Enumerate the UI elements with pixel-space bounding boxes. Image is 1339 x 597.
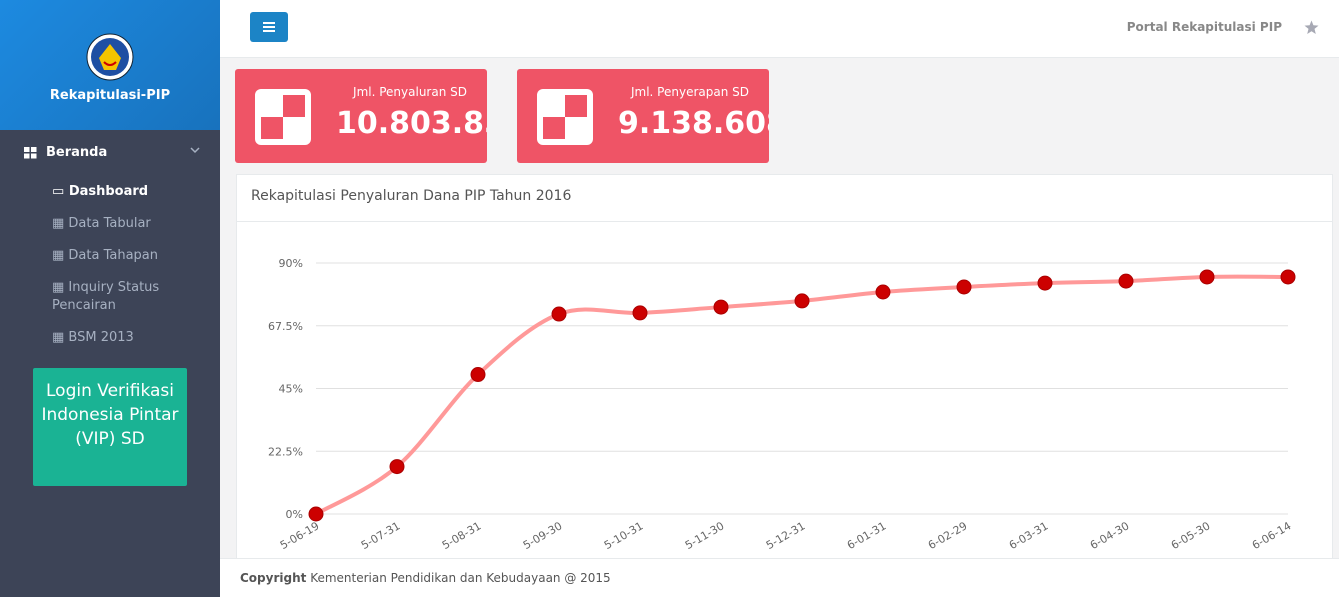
data-point: [389, 459, 405, 475]
brand-header: Rekapitulasi-PIP: [0, 0, 220, 130]
data-point: [713, 299, 729, 315]
footer: Copyright Kementerian Pendidikan dan Keb…: [220, 558, 1339, 597]
footer-text: Kementerian Pendidikan dan Kebudayaan @ …: [310, 571, 611, 585]
card-icon: [537, 89, 593, 145]
label: Data Tabular: [68, 216, 151, 231]
data-point: [551, 306, 567, 322]
sidebar: Rekapitulasi-PIP Beranda ▭ Dashboard ▦ D…: [0, 0, 220, 597]
data-point: [470, 367, 486, 383]
x-tick-label: 6-06-14: [1250, 519, 1294, 552]
menu-item[interactable]: ▭ Dashboard: [52, 183, 202, 201]
data-point: [1199, 269, 1215, 285]
y-tick-label: 22.5%: [268, 445, 303, 458]
menu-item[interactable]: ▦ Data Tabular: [52, 215, 202, 233]
x-tick-label: 6-02-29: [926, 519, 970, 552]
panel-divider: [236, 221, 1333, 222]
data-point: [1118, 273, 1134, 289]
navbar-title[interactable]: Portal Rekapitulasi PIP: [1126, 20, 1282, 34]
x-tick-label: 6-05-30: [1169, 519, 1213, 552]
icon: ▦: [52, 280, 69, 295]
menu-item[interactable]: ▦ Data Tahapan: [52, 247, 202, 265]
hamburger-icon: [263, 22, 275, 32]
data-point: [1037, 275, 1053, 291]
x-tick-label: 6-01-31: [845, 519, 889, 552]
menu-item[interactable]: ▦ Inquiry Status Pencairan: [52, 279, 202, 315]
menu-toggle[interactable]: [250, 12, 288, 42]
series-line: [314, 274, 1289, 516]
chevron: [190, 147, 200, 154]
icon: ▭: [52, 184, 69, 199]
stat-card: Jml. Penyaluran SD 10.803.852: [235, 69, 487, 163]
data-point: [794, 293, 810, 309]
x-tick-label: 5-10-31: [602, 519, 646, 552]
x-tick-label: 5-08-31: [440, 519, 484, 552]
data-point: [956, 279, 972, 295]
data-point: [875, 284, 891, 300]
menu-item[interactable]: ▦ BSM 2013: [52, 329, 202, 347]
stat-label: Jml. Penyaluran SD: [353, 85, 467, 99]
logo: [86, 33, 134, 81]
brand: Rekapitulasi-PIP: [49, 88, 171, 103]
label: BSM 2013: [68, 330, 134, 345]
x-tick-label: 5-06-19: [278, 519, 322, 552]
data-point: [308, 506, 324, 522]
vip-button[interactable]: Login Verifikasi Indonesia Pintar (VIP) …: [33, 368, 187, 486]
grid-icon: [24, 147, 37, 159]
chart-panel: [236, 174, 1333, 574]
chart: 0% 22.5% 45% 67.5% 90% 5-06-19 5-07-31 5-08-31 5…: [268, 257, 1296, 552]
stat-value: 9.138.608: [618, 106, 769, 141]
x-tick-label: 5-11-30: [683, 519, 727, 552]
y-tick-label: 67.5%: [268, 320, 303, 333]
data-point: [1280, 269, 1296, 285]
icon: ▦: [52, 330, 69, 345]
stat-card: Jml. Penyerapan SD 9.138.608: [517, 69, 769, 163]
label: Data Tahapan: [68, 248, 159, 263]
panel-title: Rekapitulasi Penyaluran Dana PIP Tahun 2…: [251, 188, 572, 204]
stat-value: 10.803.852: [336, 106, 487, 141]
x-tick-label: 5-12-31: [764, 519, 808, 552]
menu-title[interactable]: Beranda: [46, 145, 108, 160]
navbar: [220, 0, 1339, 58]
y-tick-label: 0%: [286, 508, 303, 521]
x-tick-label: 6-04-30: [1088, 519, 1132, 552]
y-tick-label: 45%: [279, 383, 303, 396]
x-tick-label: 5-07-31: [359, 519, 403, 552]
data-point: [632, 305, 648, 321]
footer-strong: Copyright: [240, 571, 307, 585]
star-icon[interactable]: [1304, 20, 1319, 35]
x-tick-label: 6-03-31: [1007, 519, 1051, 552]
stat-label: Jml. Penyerapan SD: [630, 85, 749, 99]
card-icon: [255, 89, 311, 145]
label: Dashboard: [68, 184, 149, 199]
icon: ▦: [52, 248, 69, 263]
label: Inquiry Status Pencairan: [52, 280, 160, 313]
icon: ▦: [52, 216, 69, 231]
x-tick-label: 5-09-30: [521, 519, 565, 552]
y-tick-label: 90%: [279, 257, 303, 270]
